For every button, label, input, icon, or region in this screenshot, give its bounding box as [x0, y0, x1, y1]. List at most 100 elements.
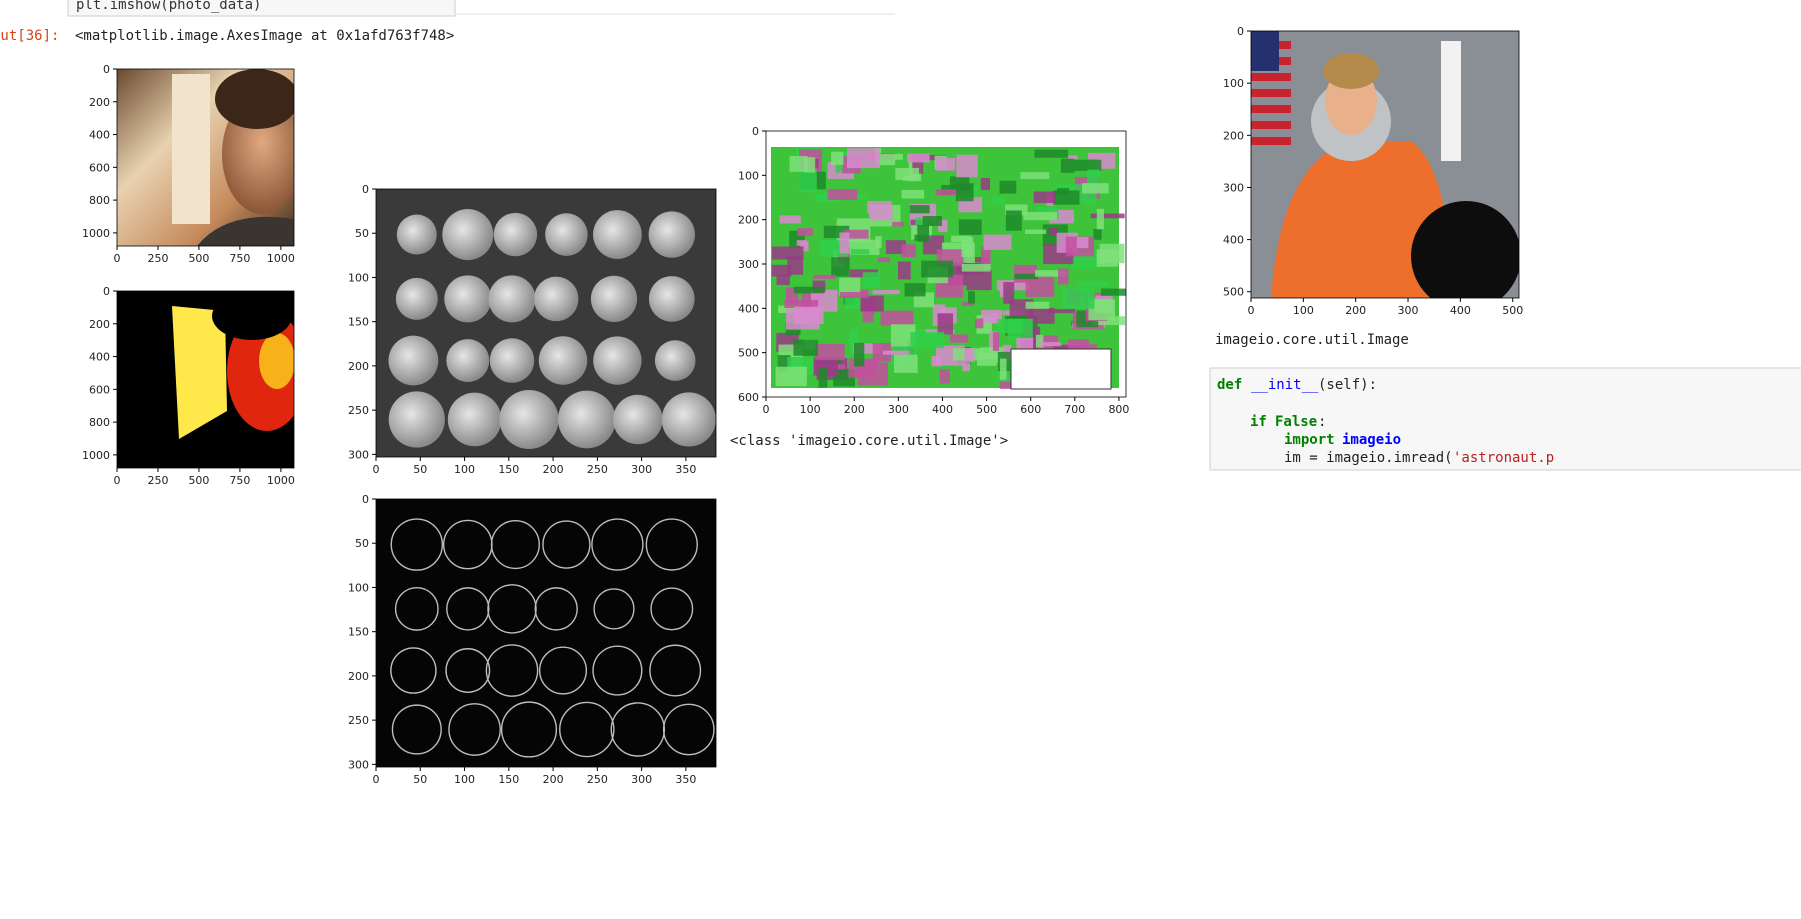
image-part — [844, 229, 869, 239]
image-part — [1251, 121, 1291, 129]
x-tick-label: 1000 — [267, 474, 295, 487]
image-part — [970, 186, 979, 196]
coin — [442, 209, 494, 261]
code-token: : — [1318, 414, 1326, 430]
image-part — [955, 183, 974, 202]
image-part — [999, 287, 1006, 298]
x-tick-label: 0 — [763, 403, 770, 416]
coin — [445, 648, 491, 693]
image-part — [771, 264, 792, 277]
image-part — [215, 69, 294, 129]
x-tick-label: 0 — [114, 474, 121, 487]
image-part — [779, 215, 801, 224]
image-part — [967, 291, 975, 304]
code-line: plt.imshow(photo_data) — [76, 0, 261, 13]
image-part — [839, 232, 850, 254]
coin — [593, 588, 635, 630]
code-token: (self): — [1318, 377, 1377, 393]
y-tick-label: 100 — [348, 581, 369, 594]
coin — [487, 584, 537, 634]
image-part — [906, 153, 930, 163]
image-part — [950, 334, 969, 343]
image-part — [815, 343, 845, 361]
image-part — [1048, 227, 1059, 236]
y-tick-label: 50 — [355, 537, 369, 550]
image-part — [1096, 208, 1104, 230]
image-part — [897, 261, 911, 280]
y-tick-label: 0 — [103, 285, 110, 298]
image-part — [1251, 137, 1291, 145]
code-block: def __init__ (self): if False: import imageio i… — [1217, 377, 1554, 466]
image-part — [917, 225, 930, 242]
y-tick-label: 300 — [1223, 181, 1244, 194]
figure: 0 50 100 150 200 250 300 350 0 50 100 150 200 250 300 — [348, 183, 717, 476]
x-tick-label: 150 — [498, 463, 519, 476]
image-part — [846, 148, 881, 169]
image-part — [1025, 301, 1050, 309]
y-tick-label: 200 — [89, 318, 110, 331]
y-tick-label: 200 — [1223, 129, 1244, 142]
coin — [592, 645, 643, 696]
x-tick-label: 600 — [1020, 403, 1041, 416]
coin — [394, 586, 439, 631]
image-part — [853, 343, 883, 354]
image-part — [961, 236, 974, 257]
code-cell[interactable] — [67, 0, 456, 17]
coin — [447, 392, 502, 447]
y-tick-label: 300 — [348, 448, 369, 461]
image-part — [999, 358, 1007, 380]
image-part — [812, 280, 826, 293]
image-part — [1082, 183, 1109, 194]
image-part — [172, 306, 227, 439]
image-part — [1074, 159, 1102, 171]
image-part — [772, 246, 804, 260]
coin — [388, 391, 445, 448]
image-part — [1034, 149, 1069, 158]
image-part — [839, 291, 869, 298]
coin — [538, 646, 588, 695]
code-cell[interactable] — [1209, 367, 1801, 471]
image-part — [892, 221, 904, 227]
image-part — [800, 241, 809, 252]
y-tick-label: 250 — [348, 714, 369, 727]
image-part — [831, 257, 850, 277]
image-part — [937, 313, 954, 335]
coin — [654, 340, 696, 381]
image-part — [893, 354, 918, 373]
y-tick-label: 800 — [89, 416, 110, 429]
image-part — [869, 205, 893, 221]
image-part — [914, 234, 927, 241]
image-part — [1029, 339, 1038, 350]
image-part — [921, 260, 953, 278]
coin — [493, 212, 538, 257]
image-part — [1035, 270, 1066, 277]
y-tick-label: 400 — [89, 351, 110, 364]
y-tick-label: 200 — [348, 670, 369, 683]
x-tick-label: 500 — [976, 403, 997, 416]
y-tick-label: 1000 — [82, 227, 110, 240]
image-part — [974, 318, 984, 329]
code-token: im = imageio.imread( — [1284, 450, 1453, 466]
image-part — [981, 246, 991, 268]
x-tick-label: 800 — [1108, 403, 1129, 416]
image-part — [875, 236, 882, 249]
image-part — [956, 154, 978, 178]
image-part — [1251, 31, 1279, 71]
image-part — [839, 277, 861, 296]
image-part — [912, 154, 924, 174]
figure: 0 250 500 750 1000 0 200 400 600 800 1000 — [82, 63, 295, 265]
y-tick-label: 0 — [752, 125, 759, 138]
y-tick-label: 800 — [89, 194, 110, 207]
image — [376, 499, 716, 767]
image-part — [951, 235, 971, 243]
x-tick-label: 700 — [1064, 403, 1085, 416]
x-tick-label: 500 — [188, 252, 209, 265]
figure: 0 50 100 150 200 250 300 350 0 50 100 150 200 250 300 — [348, 493, 717, 786]
y-tick-label: 50 — [355, 227, 369, 240]
coin — [446, 339, 490, 382]
image-part — [1025, 275, 1055, 297]
x-tick-label: 750 — [229, 252, 250, 265]
x-tick-label: 750 — [229, 474, 250, 487]
